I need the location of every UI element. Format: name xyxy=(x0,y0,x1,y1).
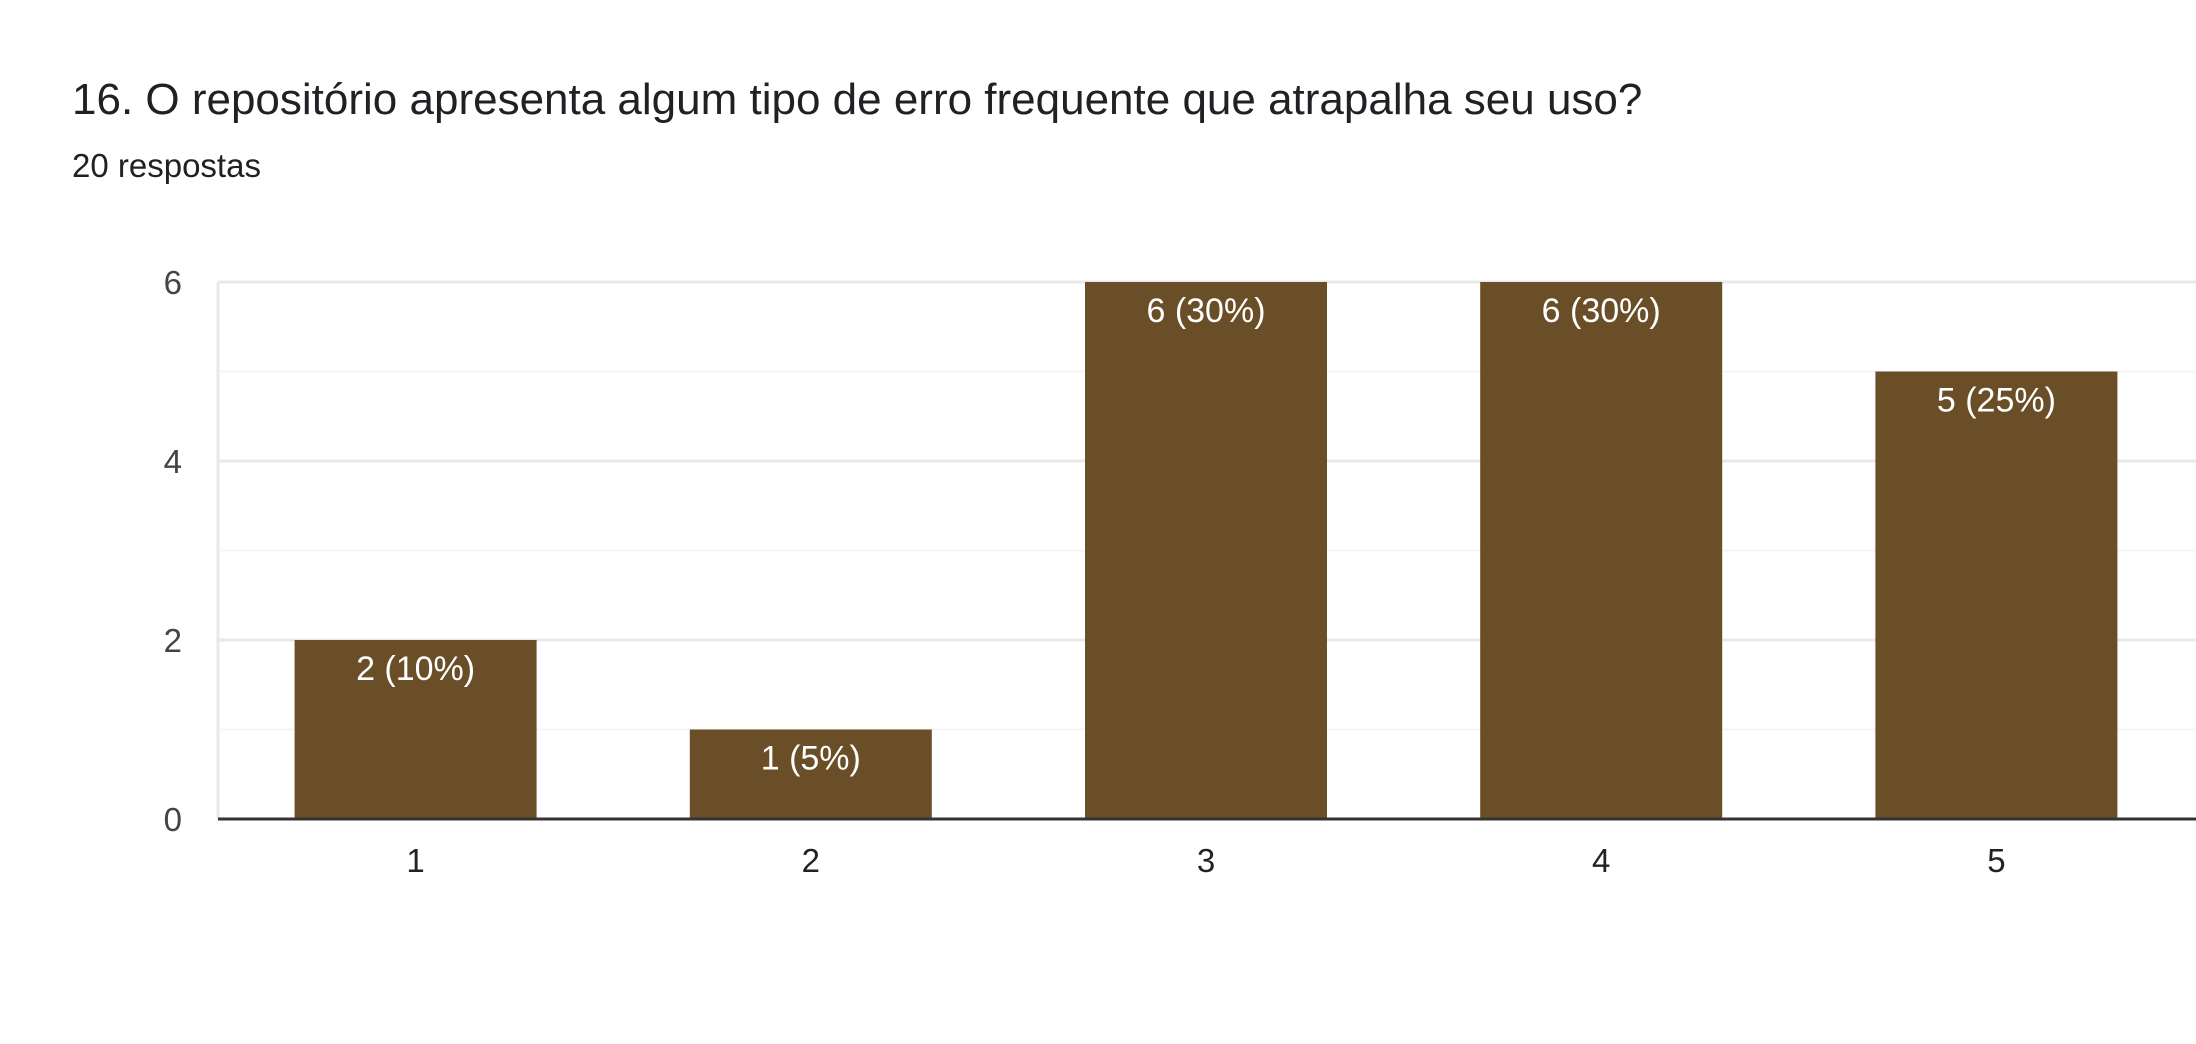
y-tick-label: 6 xyxy=(164,264,182,301)
x-tick-label-4: 4 xyxy=(1592,842,1610,879)
y-tick-label: 0 xyxy=(164,801,182,838)
data-label-3: 6 (30%) xyxy=(1146,292,1265,330)
bar-5 xyxy=(1875,371,2118,819)
data-label-5: 5 (25%) xyxy=(1937,382,2056,420)
bar-3 xyxy=(1085,282,1327,819)
labels: 0 2 4 6 2 (10%) 1 1 (5%) 2 6 (30%) 3 6 (30%) 4 5 (25… xyxy=(164,264,2056,879)
data-label-2: 1 (5%) xyxy=(761,740,861,778)
y-tick-label: 4 xyxy=(164,443,182,480)
question-title: 16. O repositório apresenta algum tipo d… xyxy=(72,75,1643,124)
bar-2 xyxy=(689,729,932,819)
bars xyxy=(294,282,2118,819)
data-label-4: 6 (30%) xyxy=(1542,292,1661,330)
x-tick-label-1: 1 xyxy=(406,842,424,879)
response-count: 20 respostas xyxy=(72,147,261,184)
axes xyxy=(216,282,2196,821)
y-tick-label: 2 xyxy=(164,622,182,659)
data-label-1: 2 (10%) xyxy=(356,650,475,688)
x-tick-label-5: 5 xyxy=(1987,842,2005,879)
bar-1 xyxy=(294,640,537,819)
x-tick-label-3: 3 xyxy=(1197,842,1215,879)
bar-4 xyxy=(1480,282,1723,819)
x-tick-label-2: 2 xyxy=(802,842,820,879)
